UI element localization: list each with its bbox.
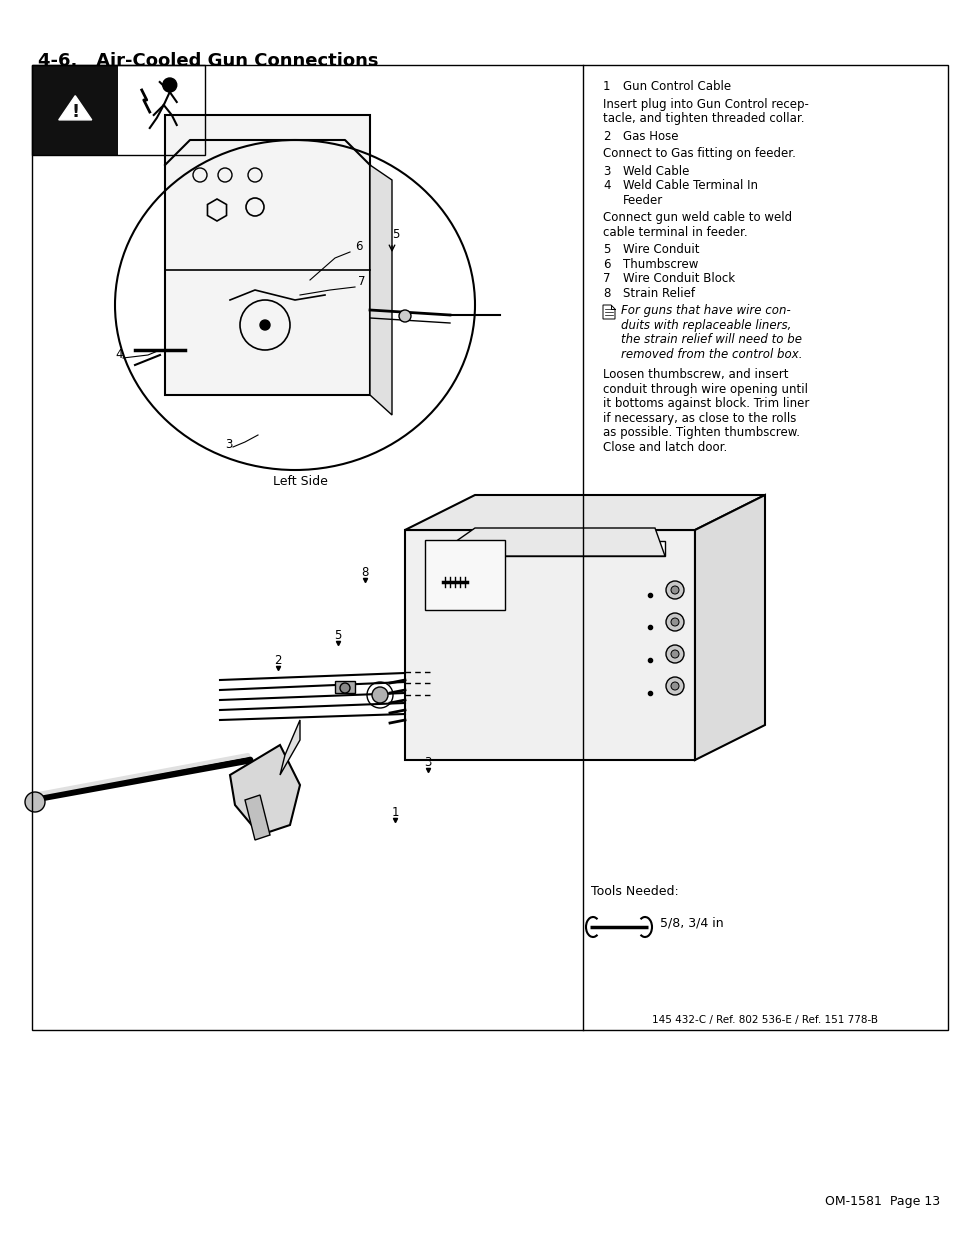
Polygon shape	[695, 495, 764, 760]
Text: OM-1581  Page 13: OM-1581 Page 13	[824, 1195, 939, 1208]
Polygon shape	[602, 305, 615, 319]
Text: 7: 7	[357, 275, 365, 288]
Text: removed from the control box.: removed from the control box.	[620, 347, 801, 361]
Circle shape	[665, 613, 683, 631]
Text: 2: 2	[602, 130, 610, 142]
Text: 5: 5	[392, 228, 399, 241]
Bar	[335, 680, 355, 693]
Text: Loosen thumbscrew, and insert: Loosen thumbscrew, and insert	[602, 368, 788, 382]
Text: cable terminal in feeder.: cable terminal in feeder.	[602, 226, 747, 238]
Text: 4: 4	[602, 179, 610, 191]
Text: conduit through wire opening until: conduit through wire opening until	[602, 383, 807, 395]
Text: For guns that have wire con-: For guns that have wire con-	[620, 304, 790, 317]
Text: 8: 8	[361, 566, 368, 578]
Circle shape	[665, 677, 683, 695]
Text: as possible. Tighten thumbscrew.: as possible. Tighten thumbscrew.	[602, 426, 800, 438]
Circle shape	[339, 683, 350, 693]
Text: 6: 6	[602, 258, 610, 270]
Text: Connect to Gas fitting on feeder.: Connect to Gas fitting on feeder.	[602, 147, 795, 161]
Text: Wire Conduit Block: Wire Conduit Block	[622, 272, 735, 285]
Text: !: !	[71, 103, 79, 121]
Circle shape	[163, 78, 176, 91]
Circle shape	[260, 320, 270, 330]
Circle shape	[25, 792, 45, 811]
Text: 2: 2	[274, 653, 281, 667]
Bar	[424, 540, 504, 610]
Bar	[32, 65, 205, 156]
Text: Tools Needed:: Tools Needed:	[591, 885, 679, 898]
Bar	[32, 65, 118, 156]
Text: Connect gun weld cable to weld: Connect gun weld cable to weld	[602, 211, 791, 224]
Circle shape	[670, 618, 679, 626]
Bar	[32, 65, 947, 1030]
Text: Insert plug into Gun Control recep-: Insert plug into Gun Control recep-	[602, 98, 808, 110]
Bar	[435, 541, 664, 556]
Circle shape	[670, 585, 679, 594]
Polygon shape	[59, 95, 91, 120]
Polygon shape	[230, 745, 299, 835]
Text: 5: 5	[602, 243, 610, 256]
Text: duits with replaceable liners,: duits with replaceable liners,	[620, 319, 791, 331]
Text: 3: 3	[602, 164, 610, 178]
Polygon shape	[370, 165, 392, 415]
Text: 145 432-C / Ref. 802 536-E / Ref. 151 778-B: 145 432-C / Ref. 802 536-E / Ref. 151 77…	[652, 1015, 878, 1025]
Text: Feeder: Feeder	[622, 194, 662, 206]
Circle shape	[372, 687, 388, 703]
Text: 6: 6	[355, 240, 362, 253]
Circle shape	[670, 682, 679, 690]
Text: 5/8, 3/4 in: 5/8, 3/4 in	[659, 916, 723, 930]
Text: 3: 3	[424, 756, 432, 768]
Text: tacle, and tighten threaded collar.: tacle, and tighten threaded collar.	[602, 112, 803, 125]
Text: 4-6.   Air-Cooled Gun Connections: 4-6. Air-Cooled Gun Connections	[38, 52, 378, 70]
Text: Wire Conduit: Wire Conduit	[622, 243, 699, 256]
Text: 1: 1	[391, 805, 398, 819]
Text: 1: 1	[602, 80, 610, 93]
Text: Close and latch door.: Close and latch door.	[602, 441, 726, 453]
Text: Gun Control Cable: Gun Control Cable	[622, 80, 730, 93]
Circle shape	[670, 650, 679, 658]
Polygon shape	[280, 720, 299, 776]
Text: Strain Relief: Strain Relief	[622, 287, 695, 300]
Text: Weld Cable: Weld Cable	[622, 164, 689, 178]
Text: Gas Hose: Gas Hose	[622, 130, 678, 142]
Text: if necessary, as close to the rolls: if necessary, as close to the rolls	[602, 411, 796, 425]
Text: Thumbscrew: Thumbscrew	[622, 258, 698, 270]
Text: Left Side: Left Side	[273, 475, 327, 488]
Circle shape	[665, 645, 683, 663]
Polygon shape	[245, 795, 270, 840]
Text: the strain relief will need to be: the strain relief will need to be	[620, 333, 801, 346]
Text: 7: 7	[602, 272, 610, 285]
Polygon shape	[435, 529, 664, 556]
Text: 8: 8	[602, 287, 610, 300]
Circle shape	[398, 310, 411, 322]
Text: 4: 4	[115, 348, 122, 361]
Bar	[405, 530, 695, 760]
Text: 3: 3	[225, 438, 233, 451]
Text: 5: 5	[334, 629, 341, 641]
Bar	[165, 115, 370, 395]
Text: it bottoms against block. Trim liner: it bottoms against block. Trim liner	[602, 396, 808, 410]
Circle shape	[665, 580, 683, 599]
Text: Weld Cable Terminal In: Weld Cable Terminal In	[622, 179, 758, 191]
Polygon shape	[405, 495, 764, 530]
